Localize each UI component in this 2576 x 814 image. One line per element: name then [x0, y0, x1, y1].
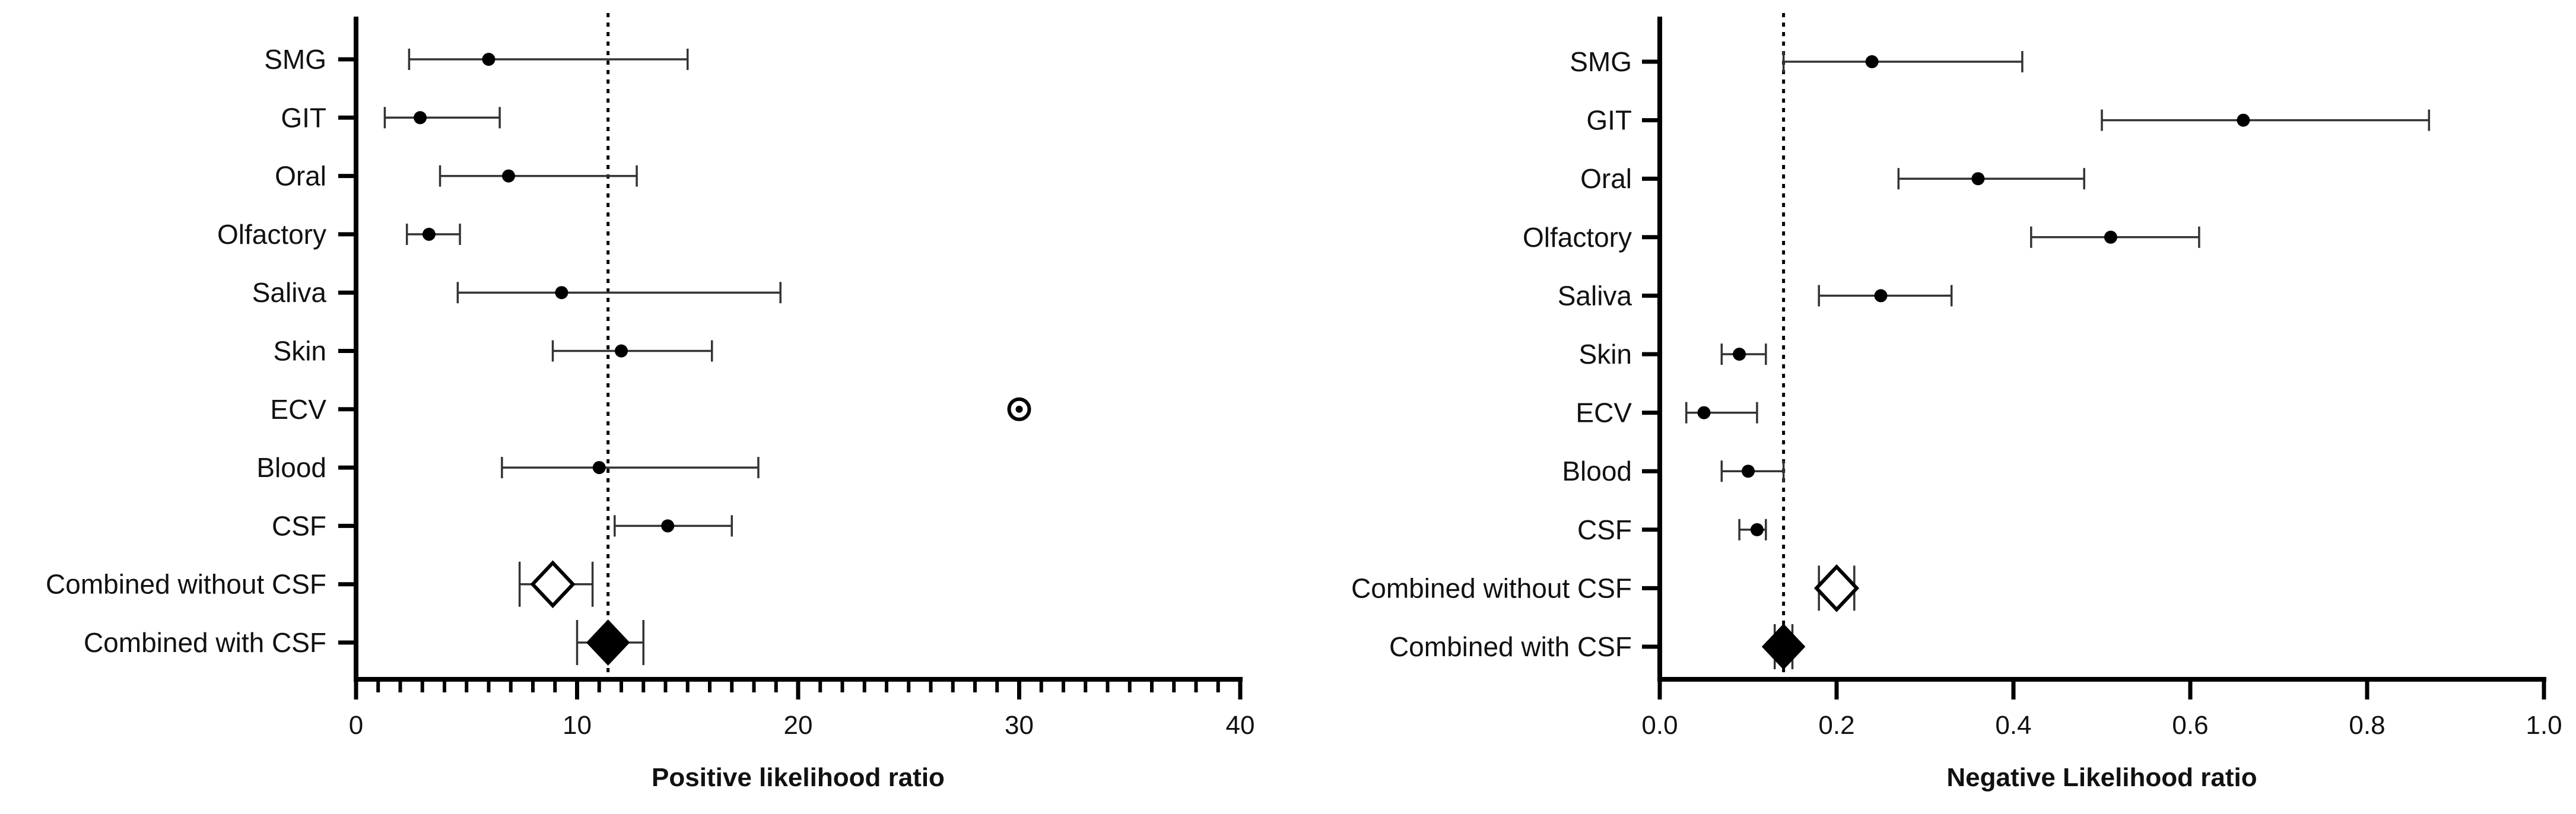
category-label: CSF: [1577, 514, 1632, 545]
pooled-estimate-diamond: [1813, 564, 1860, 612]
category-label: Skin: [274, 336, 326, 367]
point-estimate: [661, 519, 675, 533]
x-tick-label: 0.0: [1641, 711, 1678, 740]
point-estimate: [1874, 289, 1888, 303]
category-label: Oral: [1580, 163, 1632, 194]
point-estimate: [482, 53, 495, 66]
category-label: Oral: [275, 161, 326, 192]
x-tick-label: 0.4: [1995, 711, 2031, 740]
category-label: CSF: [272, 510, 326, 541]
category-label: Olfactory: [217, 219, 326, 250]
pooled-estimate-diamond: [586, 619, 630, 666]
x-axis-title: Positive likelihood ratio: [652, 763, 945, 792]
category-label: GIT: [281, 102, 326, 133]
point-estimate: [1733, 348, 1746, 361]
category-label: Olfactory: [1523, 222, 1632, 253]
x-tick-label: 0.6: [2172, 711, 2208, 740]
x-axis-title: Negative Likelihood ratio: [1946, 763, 2257, 792]
point-estimate: [1750, 523, 1764, 536]
x-tick-label: 10: [563, 711, 592, 740]
point-estimate: [2104, 230, 2117, 244]
point-estimate: [615, 344, 628, 358]
pooled-estimate-diamond: [1761, 624, 1806, 670]
category-label: ECV: [270, 394, 326, 425]
x-tick-label: 0.2: [1818, 711, 1854, 740]
point-estimate: [1015, 405, 1023, 413]
x-tick-label: 20: [784, 711, 813, 740]
point-estimate: [592, 461, 606, 475]
x-tick-label: 0: [349, 711, 363, 740]
category-label: Combined with CSF: [84, 627, 326, 658]
point-estimate: [1865, 55, 1879, 68]
category-label: Saliva: [1558, 280, 1632, 311]
category-label: Saliva: [252, 277, 327, 308]
category-label: Blood: [1562, 456, 1632, 487]
category-label: Combined with CSF: [1389, 631, 1632, 662]
category-label: Skin: [1579, 339, 1632, 370]
point-estimate: [1697, 406, 1711, 419]
x-tick-label: 1.0: [2526, 711, 2562, 740]
category-label: Blood: [256, 452, 326, 483]
category-label: Combined without CSF: [1351, 573, 1632, 603]
point-estimate: [422, 227, 436, 241]
point-estimate: [414, 111, 427, 125]
x-tick-label: 40: [1226, 711, 1255, 740]
category-label: SMG: [1570, 46, 1632, 77]
point-estimate: [1742, 465, 1755, 478]
category-label: SMG: [264, 44, 326, 75]
point-estimate: [555, 286, 568, 300]
category-label: ECV: [1576, 398, 1632, 428]
pooled-estimate-diamond: [530, 560, 576, 609]
point-estimate: [1971, 172, 1985, 186]
point-estimate: [502, 169, 516, 183]
category-label: GIT: [1586, 105, 1632, 136]
point-estimate: [2237, 113, 2250, 127]
category-label: Combined without CSF: [46, 569, 326, 600]
x-tick-label: 30: [1005, 711, 1034, 740]
x-tick-label: 0.8: [2349, 711, 2385, 740]
